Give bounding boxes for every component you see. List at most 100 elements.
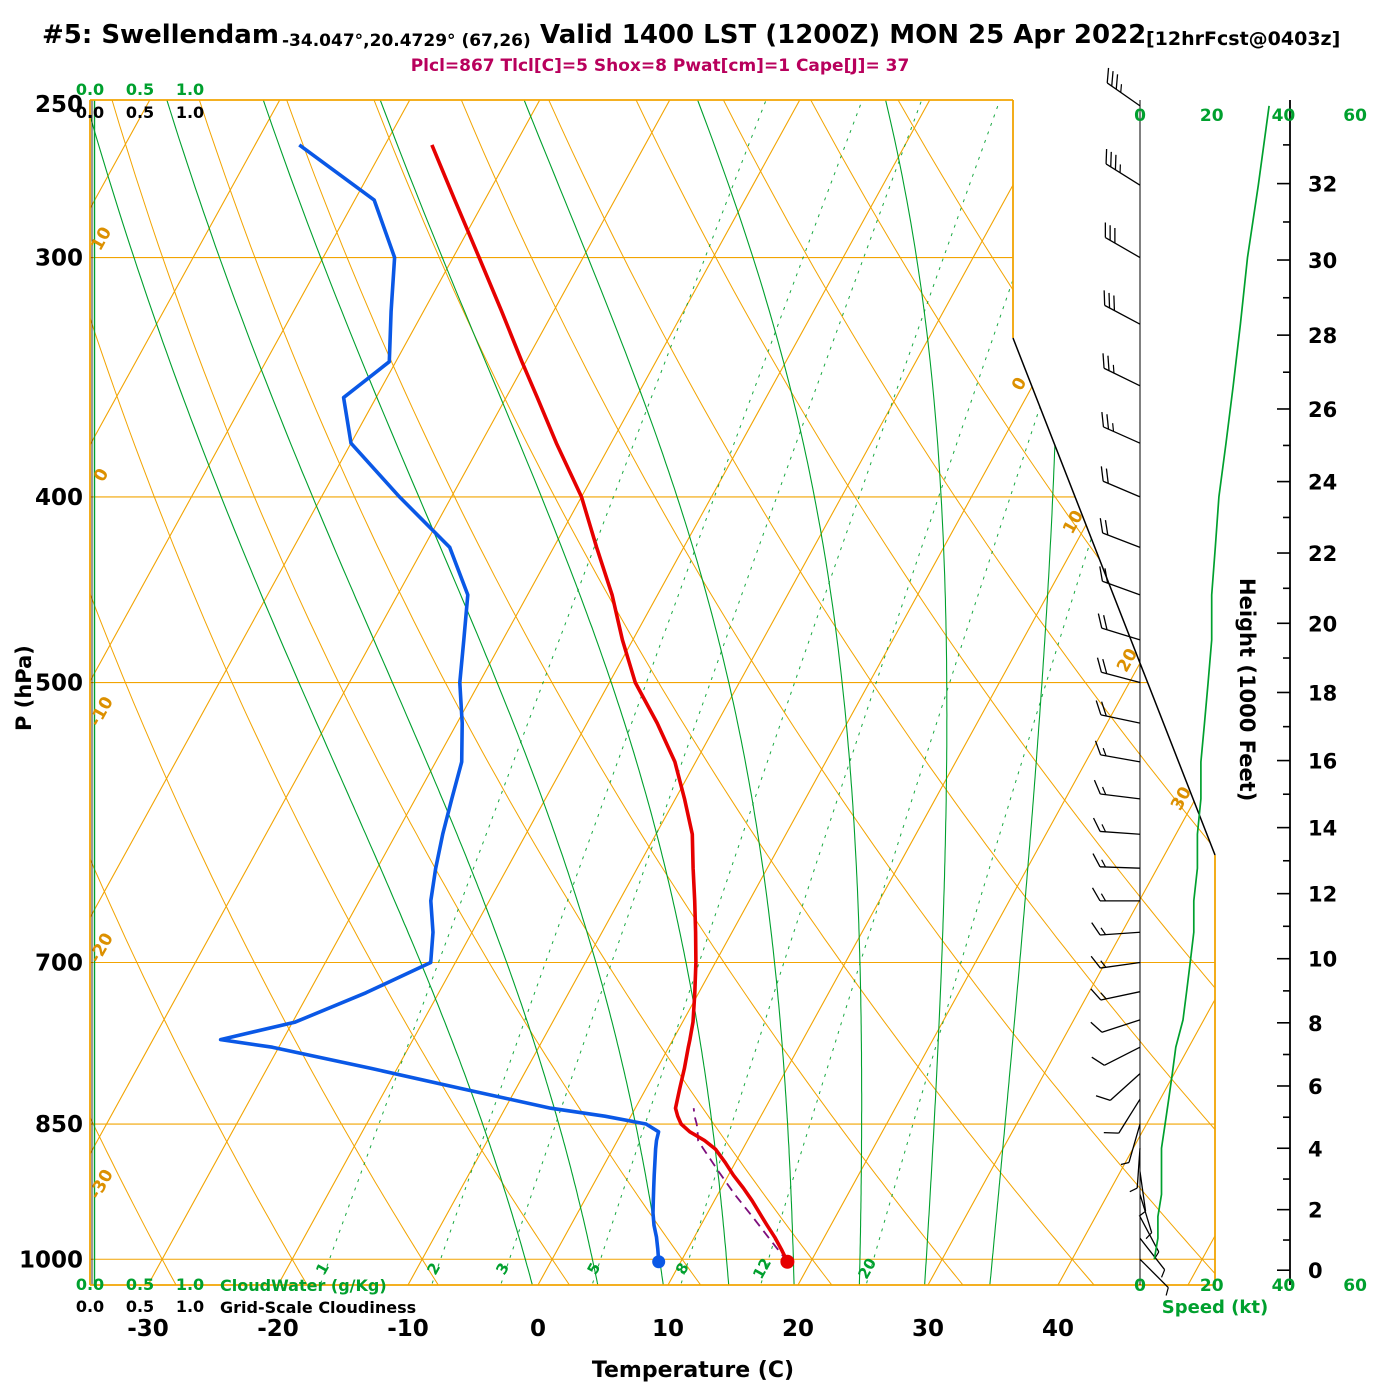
mixing-ratio-line — [497, 100, 923, 1285]
svg-text:20: 20 — [1200, 1276, 1224, 1296]
svg-text:850: 850 — [35, 1112, 83, 1138]
svg-text:2: 2 — [1308, 1199, 1323, 1223]
svg-text:400: 400 — [35, 485, 83, 511]
moist-adiabat-line — [166, 100, 600, 1285]
svg-text:14: 14 — [1308, 817, 1337, 841]
svg-text:8: 8 — [672, 1260, 693, 1278]
svg-text:0.0: 0.0 — [76, 1275, 104, 1294]
wind-barb — [1101, 1019, 1141, 1033]
temperature-curve — [430, 144, 790, 1263]
svg-text:18: 18 — [1308, 681, 1337, 705]
sounding-curves — [218, 143, 795, 1269]
isotherm-line — [90, 100, 281, 1285]
temperature-axis-title: Temperature (C) — [591, 1358, 795, 1383]
svg-text:26: 26 — [1308, 398, 1337, 422]
svg-text:30: 30 — [1308, 249, 1337, 273]
dry-adiabat-line — [90, 100, 181, 1285]
height-axis-title: Height (1000 Feet) — [1235, 578, 1259, 802]
svg-text:40: 40 — [1042, 1316, 1074, 1342]
wind-barb — [1101, 671, 1141, 684]
wind-barb — [1139, 1194, 1153, 1233]
svg-text:16: 16 — [1308, 750, 1337, 774]
forecast-hour-label: [12hrFcst@0403z] — [1146, 28, 1341, 50]
speed-profile-curve — [1153, 105, 1270, 1260]
svg-text:2: 2 — [423, 1260, 444, 1278]
wind-barb — [1100, 830, 1141, 835]
svg-text:0: 0 — [530, 1316, 546, 1342]
svg-text:1.0: 1.0 — [176, 103, 204, 122]
wind-barb — [1128, 1123, 1141, 1163]
isotherm-line — [90, 100, 541, 1285]
wind-barb — [1100, 866, 1141, 869]
cloudiness-axis-title: Grid-Scale Cloudiness — [220, 1298, 417, 1317]
wind-barb — [1139, 1171, 1147, 1212]
dry-adiabat-line — [90, 100, 312, 1285]
moist-adiabat-line — [696, 100, 863, 1285]
svg-text:20: 20 — [1113, 645, 1142, 676]
svg-text:20: 20 — [782, 1316, 814, 1342]
isotherm-line — [277, 100, 931, 1285]
svg-text:0: 0 — [1308, 1259, 1323, 1283]
pressure-axis-title: P (hPa) — [12, 645, 36, 731]
wind-barb — [1104, 1046, 1141, 1066]
wind-barb — [1103, 426, 1141, 444]
dewpoint-curve — [218, 143, 661, 1262]
svg-text:24: 24 — [1308, 471, 1337, 495]
dry-adiabat-line — [90, 100, 444, 1285]
dry-adiabat-line — [198, 100, 838, 1285]
wind-barb — [1105, 236, 1141, 259]
isotherm-line — [927, 100, 1215, 1285]
svg-text:-30: -30 — [127, 1316, 169, 1342]
wind-barb — [1105, 163, 1141, 186]
svg-text:-10: -10 — [387, 1316, 429, 1342]
svg-text:6: 6 — [1308, 1075, 1323, 1099]
wind-barb — [1100, 961, 1141, 969]
isotherm-line — [537, 100, 1191, 1285]
parcel-curve — [692, 1108, 789, 1263]
dry-adiabat-line — [809, 100, 1215, 1285]
wind-barb — [1100, 991, 1141, 1001]
svg-text:4: 4 — [1308, 1137, 1323, 1161]
cloudwater-profile — [91, 100, 96, 1285]
dry-adiabat-line — [111, 100, 707, 1285]
valid-time-title: Valid 1400 LST (1200Z) MON 25 Apr 2022 — [540, 20, 1147, 50]
surface-dewpoint-dot — [652, 1255, 666, 1269]
svg-text:0.0: 0.0 — [76, 1297, 104, 1316]
svg-text:500: 500 — [35, 671, 83, 697]
dry-adiabat-line — [635, 100, 1215, 1285]
isotherm-line — [90, 100, 411, 1285]
dry-adiabat-line — [547, 100, 1215, 1285]
isotherm-line — [667, 100, 1215, 1285]
wind-barb — [1106, 82, 1141, 107]
moist-adiabat-line — [262, 100, 665, 1285]
sounding-indices-line: Plcl=867 Tlcl[C]=5 Shox=8 Pwat[cm]=1 Cap… — [410, 56, 910, 76]
station-title: #5: Swellendam — [42, 20, 279, 50]
isotherm-line — [797, 100, 1215, 1285]
wind-barb — [1118, 1098, 1141, 1134]
svg-text:12: 12 — [1308, 883, 1337, 907]
frame — [89, 99, 1216, 1286]
speed-axis-title: Speed (kt) — [1161, 1297, 1269, 1318]
svg-text:0.0: 0.0 — [76, 103, 104, 122]
background-lattice — [90, 100, 1215, 1285]
moist-adiabat-line — [884, 100, 948, 1285]
svg-text:10: 10 — [652, 1316, 684, 1342]
svg-text:5: 5 — [584, 1260, 605, 1278]
svg-text:60: 60 — [1343, 106, 1367, 126]
svg-text:0: 0 — [1134, 106, 1146, 126]
svg-text:60: 60 — [1343, 1276, 1367, 1296]
wind-barb — [1109, 1073, 1141, 1101]
wind-barb — [1101, 627, 1141, 641]
surface-temp-dot — [780, 1254, 795, 1269]
isotherm-line — [407, 100, 1061, 1285]
mixing-ratio-line — [758, 100, 1145, 1285]
axes-text: 0246810121416182022242628303225030040050… — [19, 80, 1367, 1342]
svg-text:40: 40 — [1272, 1276, 1296, 1296]
svg-text:0.5: 0.5 — [126, 80, 154, 99]
wind-barb — [1102, 480, 1141, 498]
dry-adiabat-line — [722, 100, 1215, 1285]
station-coords: -34.047°,20.4729° (67,26) — [282, 31, 531, 51]
mixing-ratio-line — [317, 100, 767, 1285]
wind-barb — [1103, 367, 1141, 387]
svg-text:0.5: 0.5 — [126, 103, 154, 122]
